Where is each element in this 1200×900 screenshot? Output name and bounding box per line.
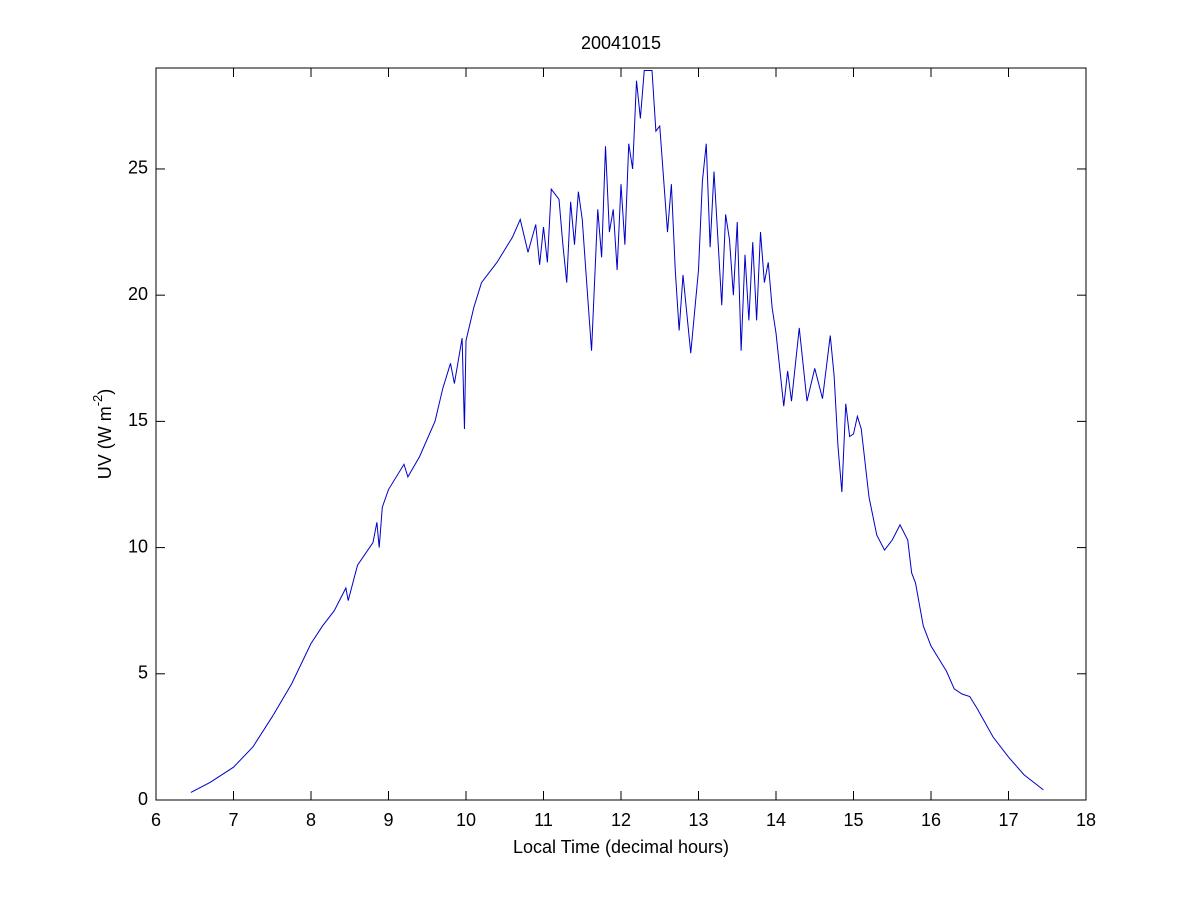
y-axis-label-sup: -2: [90, 395, 105, 407]
x-tick-label: 8: [306, 810, 316, 830]
x-tick-label: 7: [228, 810, 238, 830]
chart-title: 20041015: [581, 33, 661, 53]
y-tick-label: 10: [128, 536, 148, 556]
x-axis-label: Local Time (decimal hours): [513, 837, 729, 857]
y-axis-label-text: UV (W m: [95, 406, 115, 479]
x-tick-label: 17: [998, 810, 1018, 830]
y-tick-label: 20: [128, 284, 148, 304]
x-tick-label: 6: [151, 810, 161, 830]
plot-frame: [155, 67, 1087, 801]
y-axis-label-end: ): [95, 389, 115, 395]
y-axis-label: UV (W m-2): [90, 389, 114, 480]
y-tick-label: 5: [138, 663, 148, 683]
y-tick-label: 0: [138, 789, 148, 809]
x-tick-label: 11: [534, 810, 553, 830]
x-tick-label: 14: [766, 810, 786, 830]
y-tick-label: 25: [128, 158, 148, 178]
data-line: [190, 70, 1044, 793]
x-tick-label: 12: [611, 810, 631, 830]
x-tick-label: 10: [456, 810, 476, 830]
x-tick-label: 18: [1076, 810, 1096, 830]
x-tick-label: 13: [688, 810, 708, 830]
x-tick-label: 15: [843, 810, 863, 830]
x-tick-label: 9: [383, 810, 393, 830]
x-tick-label: 16: [921, 810, 941, 830]
y-tick-label: 15: [128, 410, 148, 430]
